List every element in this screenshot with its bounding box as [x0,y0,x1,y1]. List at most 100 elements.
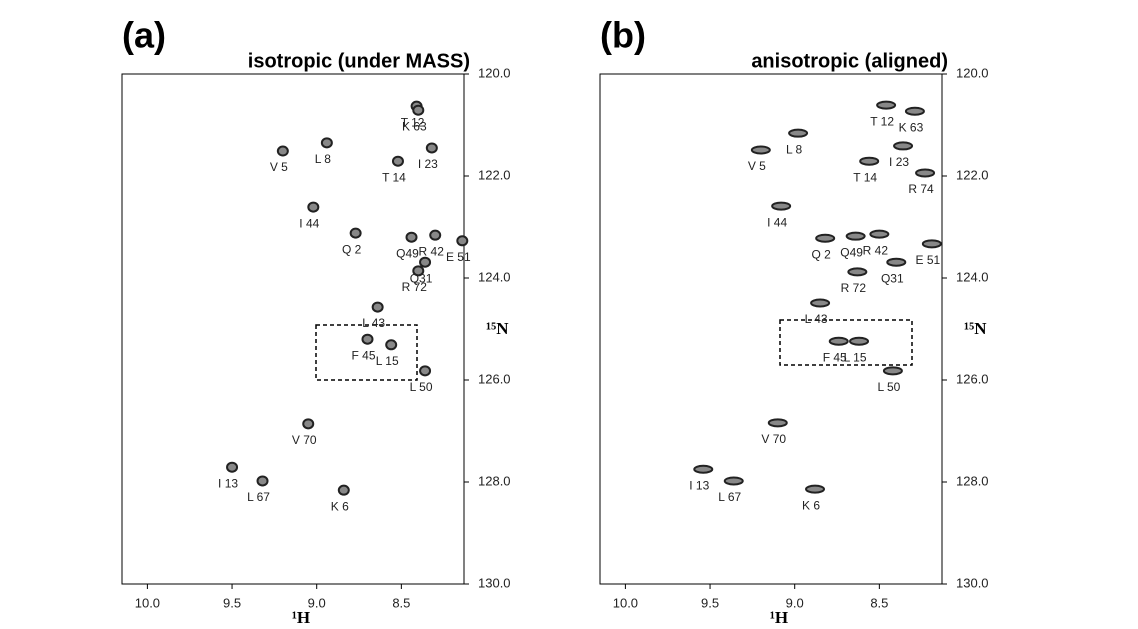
peak-label: R 74 [908,182,934,196]
peak [693,464,714,474]
highlight-box [315,324,418,381]
peak [767,418,788,428]
y-tick-label: 126.0 [956,371,989,386]
peak [320,137,333,149]
peak [425,142,438,154]
x-tick-label: 9.0 [786,595,804,610]
peak [226,461,239,473]
peak [771,201,792,211]
peak [859,156,880,166]
y-tick-label: 120.0 [956,65,989,80]
y-tick-label: 124.0 [956,269,989,284]
peak [405,231,418,243]
peak-label: L 8 [315,152,332,166]
peak [412,104,425,116]
peak-label: T 12 [401,115,425,129]
y-axis-label: ¹⁵N [486,319,509,338]
peak [412,265,425,277]
peak-label: R 42 [419,244,445,258]
panel-label: (b) [600,15,646,56]
peak-label: I 44 [767,215,787,229]
peak-label: Q 2 [342,242,362,256]
peak-label: T 14 [853,170,877,184]
peak-label: V 5 [748,159,766,173]
peak [845,231,866,241]
panel-subtitle: isotropic (under MASS) [248,50,470,72]
peak-label: T 14 [382,170,406,184]
peak [876,100,897,110]
y-tick-label: 122.0 [956,167,989,182]
peak [276,145,289,157]
peak-label: K 6 [802,498,820,512]
y-tick-label: 124.0 [478,269,511,284]
y-axis-label: ¹⁵N [964,319,987,338]
peak-label: L 43 [362,316,385,330]
peak-label: E 51 [446,250,471,264]
peak-label: I 13 [218,476,238,490]
peak [886,257,907,267]
x-tick-label: 8.5 [870,595,888,610]
peak [893,141,914,151]
panel-label: (a) [122,15,166,56]
peak-label: L 8 [786,142,803,156]
y-tick-label: 130.0 [956,575,989,590]
peak-label: L 15 [376,354,399,368]
peak [302,418,315,430]
peak-label: V 5 [270,160,288,174]
peak [828,336,849,346]
plot-frame [121,73,465,585]
peak-label: Q31 [881,271,904,285]
peak-label: L 15 [844,350,867,364]
peak-label: K 63 [402,119,427,133]
x-tick-label: 10.0 [135,595,160,610]
peak-label: L 67 [718,490,741,504]
peak [419,256,432,268]
peak-label: I 13 [689,478,709,492]
peak-label: K 63 [899,120,924,134]
y-tick-label: 128.0 [478,473,511,488]
peak [307,201,320,213]
peak [419,365,432,377]
x-tick-label: 9.5 [701,595,719,610]
peak [921,239,942,249]
peak [847,267,868,277]
x-tick-label: 9.5 [223,595,241,610]
peak [805,484,826,494]
peak [788,128,809,138]
panel-subtitle: anisotropic (aligned) [751,50,948,72]
peak-label: L 50 [877,380,900,394]
peak [882,366,903,376]
peak-label: R 42 [863,243,889,257]
peak-label: I 23 [889,155,909,169]
peak-label: Q49 [396,246,419,260]
peak-label: Q49 [840,245,863,259]
peak [371,301,384,313]
peak-label: L 43 [805,312,828,326]
peak [810,298,831,308]
peak-label: F 45 [823,350,847,364]
peak-label: T 12 [870,114,894,128]
peak-label: I 23 [418,157,438,171]
peak-label: I 44 [299,216,319,230]
peak-label: L 67 [247,490,270,504]
peak-label: V 70 [292,433,317,447]
x-tick-label: 8.5 [392,595,410,610]
peak [385,339,398,351]
y-tick-label: 120.0 [478,65,511,80]
peak [904,106,925,116]
peak [869,229,890,239]
peak [349,227,362,239]
peak-label: F 45 [351,348,375,362]
peak-label: R 72 [841,281,867,295]
peak-label: V 70 [761,432,786,446]
peak-label: K 6 [331,499,349,513]
x-tick-label: 9.0 [308,595,326,610]
peak-label: Q 2 [812,247,832,261]
peak-label: R 72 [402,280,428,294]
peak-label: E 51 [915,253,940,267]
peak-label: L 50 [410,380,433,394]
x-tick-label: 10.0 [613,595,638,610]
peak [337,484,350,496]
peak [815,233,836,243]
